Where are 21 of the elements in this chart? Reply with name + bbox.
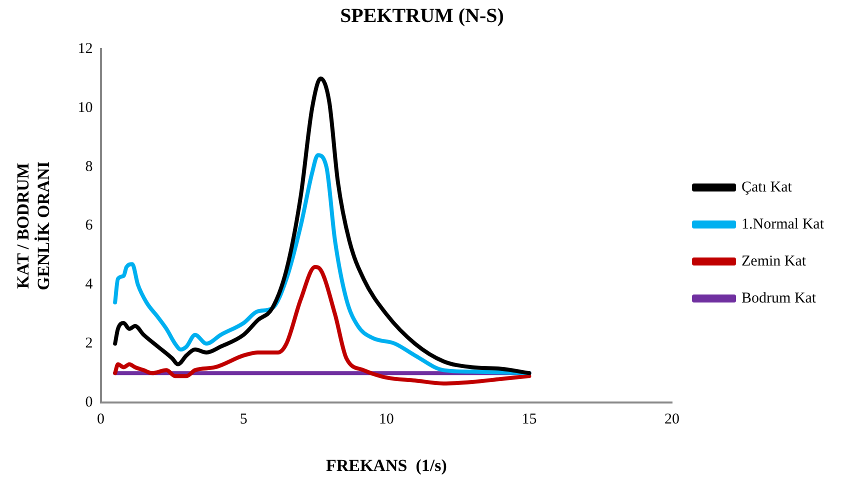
y-tick-label: 12 <box>78 40 93 57</box>
legend-label: Zemin Kat <box>742 253 807 270</box>
y-tick-label: 4 <box>85 276 94 293</box>
line-series <box>113 265 532 386</box>
x-tick-label: 5 <box>240 412 248 428</box>
legend-label: 1.Normal Kat <box>742 216 825 232</box>
y-tick-label: 6 <box>85 218 94 234</box>
y-tick-label: 10 <box>78 100 93 116</box>
y-axis-title: KAT / BODRUM GENLİK ORANI <box>14 160 53 290</box>
chart-title: SPEKTRUM (N-S) <box>340 5 504 28</box>
x-tick-label: 10 <box>378 412 394 428</box>
x-axis-title: FREKANS (1/s) <box>326 456 447 476</box>
y-tick-label: 0 <box>85 394 93 411</box>
x-tick-label: 0 <box>97 412 105 428</box>
y-tick-label: 2 <box>85 336 93 352</box>
line-series <box>113 76 532 376</box>
legend-label: Bodrum Kat <box>742 290 817 306</box>
x-tick-label: 20 <box>664 412 680 428</box>
y-tick-label: 8 <box>85 158 93 175</box>
legend-label: Çatı Kat <box>742 179 793 196</box>
x-tick-label: 15 <box>522 412 537 428</box>
